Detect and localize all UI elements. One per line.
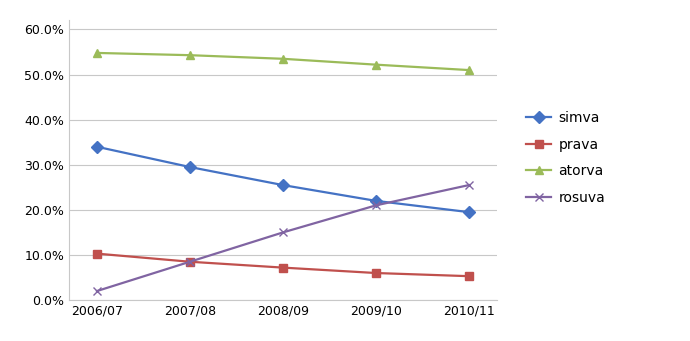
rosuva [92, 289, 101, 293]
rosuva [465, 183, 473, 187]
atorva [186, 53, 194, 57]
prava [372, 271, 380, 275]
Line: rosuva: rosuva [92, 181, 473, 295]
prava [186, 260, 194, 264]
simva [465, 210, 473, 214]
rosuva [279, 231, 287, 235]
simva [279, 183, 287, 187]
atorva [372, 63, 380, 67]
Legend: simva, prava, atorva, rosuva: simva, prava, atorva, rosuva [521, 106, 611, 210]
simva [92, 145, 101, 149]
prava [92, 252, 101, 256]
atorva [92, 51, 101, 55]
Line: simva: simva [92, 143, 473, 216]
Line: atorva: atorva [92, 49, 473, 74]
atorva [465, 68, 473, 72]
atorva [279, 57, 287, 61]
simva [372, 199, 380, 203]
rosuva [372, 203, 380, 207]
prava [465, 274, 473, 278]
simva [186, 165, 194, 169]
rosuva [186, 260, 194, 264]
prava [279, 266, 287, 270]
Line: prava: prava [92, 250, 473, 280]
